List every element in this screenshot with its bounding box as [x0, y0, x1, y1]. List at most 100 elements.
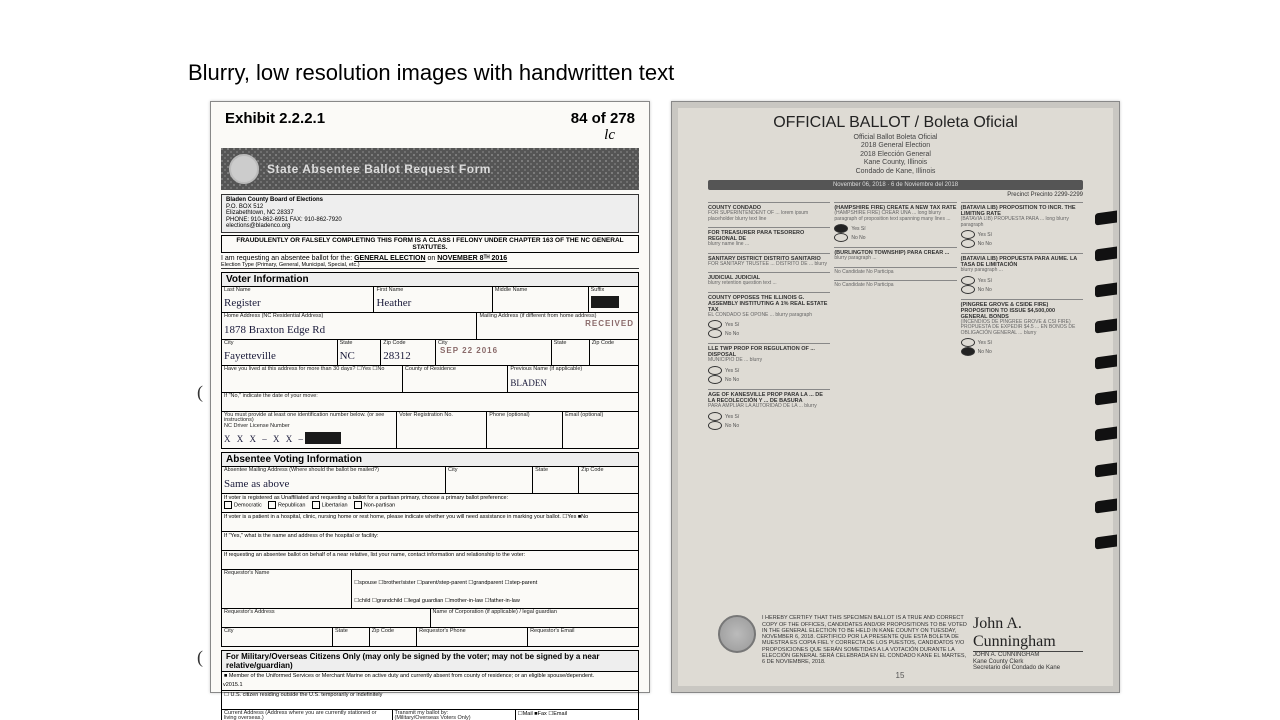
oval-no-icon [708, 375, 722, 384]
ballot-block-body: PARA AMPLIAR LA AUTORIDAD DE LA ... blur… [708, 404, 830, 410]
precinct-label: Precinct Precinto 2299-2299 [678, 192, 1083, 198]
oval-yes-icon [708, 320, 722, 329]
request-line: I am requesting an absentee ballot for t… [221, 255, 639, 269]
label-no: No No [978, 349, 992, 355]
oval-yes-icon [961, 338, 975, 347]
label-yes: Yes Sí [851, 226, 865, 232]
label-no: No No [725, 422, 739, 428]
lbl-last-name: Last Name [224, 288, 371, 294]
lbl-mil-curr: Current Address (Address where you are c… [224, 711, 390, 720]
party-lib: Libertarian [322, 502, 348, 508]
lbl-transmit-sub: (Military/Overseas Voters Only) [395, 716, 513, 720]
lbl-lived30: Have you lived at this address for more … [224, 367, 400, 373]
state-seal-icon [229, 154, 259, 184]
ballot-date-bar: November 06, 2018 · 6 de Noviembre del 2… [708, 180, 1083, 190]
ballot-block-body: (BATAVIA LIB) PROPUESTA PARA ... long bl… [961, 217, 1083, 228]
oval-no-icon [834, 233, 848, 242]
document-left-absentee-form: Exhibit 2.2.2.1 84 of 278 lc State Absen… [210, 101, 650, 693]
label-yes: Yes Sí [725, 322, 739, 328]
slide-caption: Blurry, low resolution images with handw… [188, 60, 674, 86]
lbl-middle: Middle Name [495, 288, 586, 294]
received-stamp: RECEIVED [585, 319, 634, 328]
ballot-block: (PINGREE GROVE & CSIDE FIRE) PROPOSITION… [961, 299, 1083, 359]
lbl-req-name: Requestor's Name [224, 571, 349, 577]
spiral-binding-icon [1095, 212, 1119, 548]
military-grid: ■ Member of the Uniformed Services or Me… [221, 671, 639, 720]
ballot-block-body: No Candidate No Participa [834, 270, 956, 276]
ballot-block: JUDICIAL JUDICIALblurry retention questi… [708, 272, 830, 289]
lbl-phone: Phone (optional) [489, 413, 560, 419]
ballot-block-body: (HAMPSHIRE FIRE) CREAR UNA ... long blur… [834, 211, 956, 222]
lbl-corp: Name of Corporation (if applicable) / le… [433, 610, 637, 616]
ballot-sub1: Official Ballot Boleta Oficial [854, 134, 938, 141]
ballot-block: (HAMPSHIRE FIRE) CREATE A NEW TAX RATE(H… [834, 202, 956, 244]
ballot-block: COUNTY CONDADOFOR SUPERINTENDENT OF ... … [708, 202, 830, 224]
ballot-block: (BURLINGTON TOWNSHIP) PARA CREAR ...blur… [834, 247, 956, 264]
label-yes: Yes Sí [978, 232, 992, 238]
cert-text: I HEREBY CERTIFY THAT THIS SPECIMEN BALL… [762, 615, 967, 666]
lbl-req-addr: Requestor's Address [224, 610, 428, 616]
ballot-column: COUNTY CONDADOFOR SUPERINTENDENT OF ... … [708, 202, 830, 642]
label-yes: Yes Sí [978, 340, 992, 346]
ballot-certification: I HEREBY CERTIFY THAT THIS SPECIMEN BALL… [718, 615, 1083, 672]
agency-city: Elizabethtown, NC 28337 [226, 210, 294, 216]
binder-mark-icon: ( [197, 647, 203, 668]
ballot-subtitle: Official Ballot Boleta Oficial 2018 Gene… [678, 134, 1113, 176]
ballot-yes-no: Yes SíNo No [708, 366, 830, 384]
redaction-suffix [591, 296, 619, 308]
lbl-move-date: If "No," indicate the date of your move: [224, 394, 636, 400]
ballot-block-body: FOR SANITARY TRUSTEE ... DISTRITO DE ...… [708, 262, 830, 268]
transmit-opts: ☐Mail ■Fax ☐Email [516, 710, 638, 720]
agency-address-box: Bladen County Board of Elections P.O. BO… [221, 194, 639, 233]
clerk-title-en: Kane County Clerk [973, 659, 1083, 666]
mil-opt1: ■ Member of the Uniformed Services or Me… [222, 672, 638, 690]
redaction-ssn [305, 432, 341, 444]
ballot-block: (BATAVIA LIB) PROPOSITION TO INCR. THE L… [961, 202, 1083, 250]
binder-mark-icon: ( [197, 382, 203, 403]
on-label: on [427, 255, 437, 262]
oval-yes-icon [961, 230, 975, 239]
oval-no-icon [708, 421, 722, 430]
ballot-block: AGE OF KANESVILLE PROP PARA LA ... DE LA… [708, 389, 830, 432]
ballot-block-body: EL CONDADO SE OPONE ... blurry paragraph [708, 313, 830, 319]
clerk-signature-block: John A. Cunningham JOHN A. CUNNINGHAM Ka… [973, 615, 1083, 672]
val-abs-addr: Same as above [224, 478, 289, 490]
ballot-block: COUNTY OPPOSES THE ILLINOIS G. ASSEMBLY … [708, 292, 830, 341]
clerk-title-es: Secretario del Condado de Kane [973, 665, 1083, 672]
lbl-zip: Zip Code [383, 341, 433, 347]
lbl-abs-addr: Absentee Mailing Address (Where should t… [224, 468, 443, 474]
ballot-block: LLE TWP PROP FOR REGULATION OF ... DISPO… [708, 343, 830, 386]
lbl-abs-city: City [448, 468, 530, 474]
absentee-grid: Absentee Mailing Address (Where should t… [221, 466, 639, 647]
lbl-abs-zip: Zip Code [581, 468, 636, 474]
agency-po: P.O. BOX 512 [226, 204, 263, 210]
label-yes: Yes Sí [725, 368, 739, 374]
party-rep: Republican [278, 502, 306, 508]
hospital-addr: If "Yes," what is the name and address o… [222, 532, 638, 550]
val-ssn-prefix: X X X – X X – [224, 434, 305, 444]
oval-no-icon [961, 239, 975, 248]
party-non: Non-partisan [364, 502, 396, 508]
lbl-address: Home Address (NC Residential Address) [224, 314, 474, 320]
ballot-block: No Candidate No Participa [834, 267, 956, 278]
county-seal-icon [718, 615, 756, 653]
ballot-yes-no: Yes SíNo No [834, 224, 956, 242]
oval-no-icon [961, 347, 975, 356]
ballot-yes-no: Yes SíNo No [708, 412, 830, 430]
lbl-req-zip: Zip Code [372, 629, 414, 635]
party-line: If voter is registered as Unaffiliated a… [222, 494, 638, 512]
lbl-prev-name: Previous Name (if applicable) [510, 367, 636, 373]
lbl-email: Email (optional) [565, 413, 636, 419]
oval-yes-icon [961, 276, 975, 285]
ballot-block-heading: COUNTY OPPOSES THE ILLINOIS G. ASSEMBLY … [708, 295, 830, 313]
ballot-block-body: No Candidate No Participa [834, 283, 956, 289]
election-subnote: Election Type (Primary, General, Municip… [221, 262, 639, 268]
lbl-req-email: Requestor's Email [530, 629, 636, 635]
party-line-text: If voter is registered as Unaffiliated a… [224, 495, 508, 501]
hospital-line: If voter is a patient in a hospital, cli… [222, 513, 638, 531]
lbl-suffix: Suffix [591, 288, 636, 294]
val-state: NC [340, 350, 355, 362]
lbl-county: County of Residence [405, 367, 506, 373]
ballot-block-heading: (PINGREE GROVE & CSIDE FIRE) PROPOSITION… [961, 302, 1083, 320]
behalf-line: If requesting an absentee ballot on beha… [222, 551, 638, 569]
